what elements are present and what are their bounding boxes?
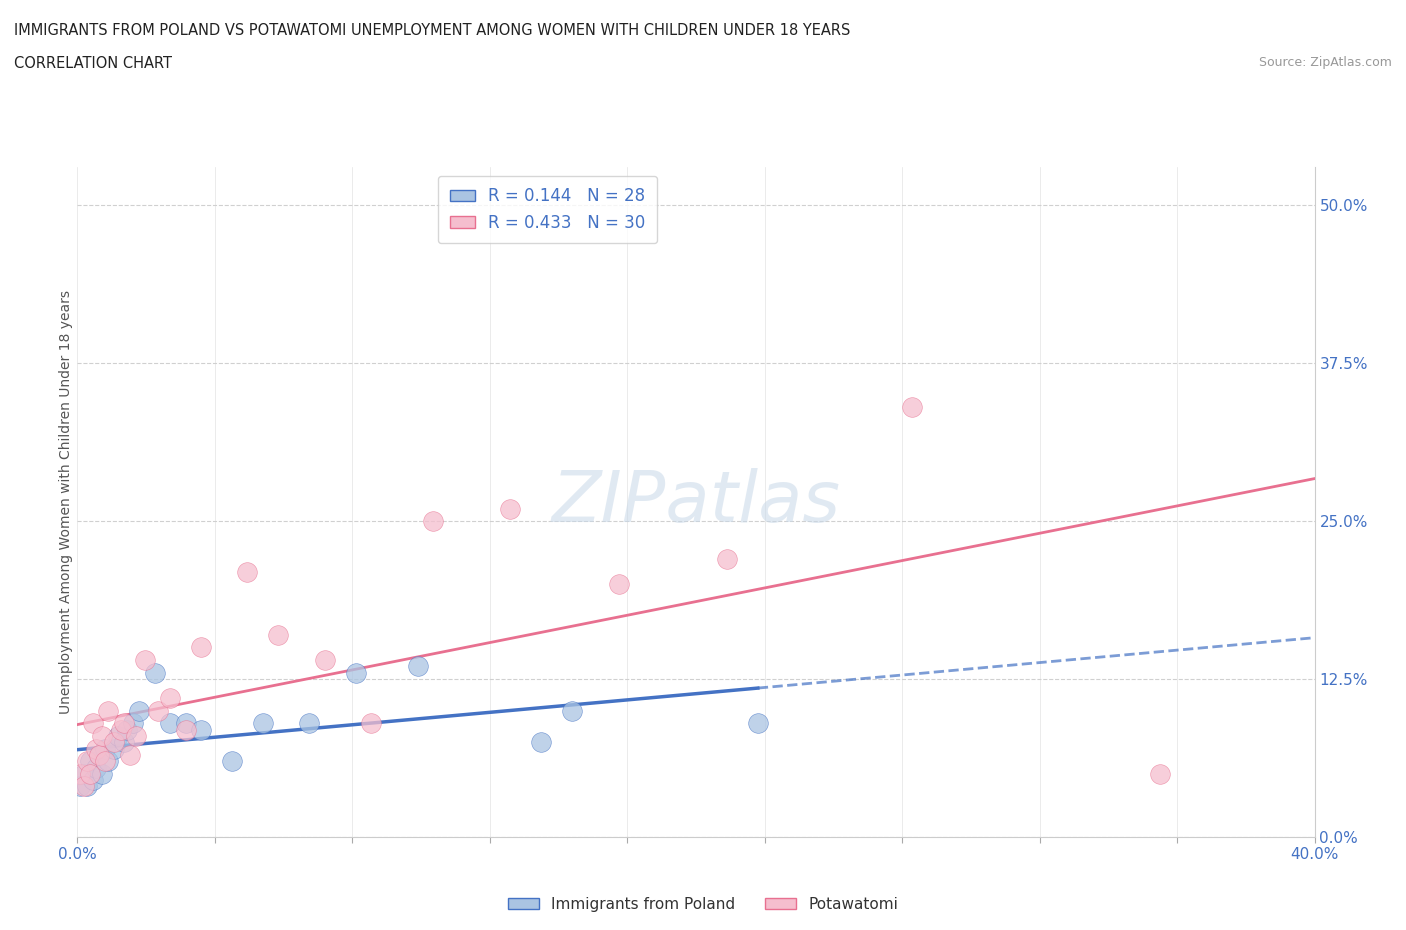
Point xyxy=(118,748,141,763)
Text: CORRELATION CHART: CORRELATION CHART xyxy=(14,56,172,71)
Point xyxy=(115,723,138,737)
Legend: R = 0.144   N = 28, R = 0.433   N = 30: R = 0.144 N = 28, R = 0.433 N = 30 xyxy=(439,176,657,244)
Point xyxy=(97,703,120,718)
Point xyxy=(314,653,336,668)
Point xyxy=(174,723,197,737)
Point xyxy=(76,753,98,768)
Point xyxy=(530,735,553,750)
Point xyxy=(267,628,290,643)
Point xyxy=(84,760,107,775)
Point xyxy=(236,565,259,579)
Text: Source: ZipAtlas.com: Source: ZipAtlas.com xyxy=(1258,56,1392,69)
Point xyxy=(190,723,212,737)
Legend: Immigrants from Poland, Potawatomi: Immigrants from Poland, Potawatomi xyxy=(502,891,904,918)
Point xyxy=(103,735,125,750)
Point xyxy=(91,766,114,781)
Point xyxy=(76,779,98,794)
Point xyxy=(499,501,522,516)
Point xyxy=(901,400,924,415)
Point xyxy=(82,773,104,788)
Point xyxy=(128,703,150,718)
Point xyxy=(252,716,274,731)
Point xyxy=(406,659,429,674)
Point xyxy=(174,716,197,731)
Point xyxy=(79,753,101,768)
Point xyxy=(91,728,114,743)
Point xyxy=(107,728,129,743)
Point xyxy=(79,766,101,781)
Point xyxy=(69,766,91,781)
Point xyxy=(125,728,148,743)
Point xyxy=(607,577,630,591)
Point xyxy=(422,513,444,528)
Point xyxy=(72,779,94,794)
Point xyxy=(97,753,120,768)
Text: ZIPatlas: ZIPatlas xyxy=(551,468,841,537)
Point xyxy=(146,703,169,718)
Y-axis label: Unemployment Among Women with Children Under 18 years: Unemployment Among Women with Children U… xyxy=(59,290,73,714)
Point xyxy=(143,665,166,680)
Point xyxy=(159,691,181,706)
Point xyxy=(747,716,769,731)
Point xyxy=(344,665,367,680)
Point xyxy=(84,741,107,756)
Point xyxy=(561,703,583,718)
Point xyxy=(110,723,132,737)
Point xyxy=(82,716,104,731)
Point xyxy=(87,748,110,763)
Point xyxy=(360,716,382,731)
Point xyxy=(112,735,135,750)
Point xyxy=(221,753,243,768)
Point xyxy=(159,716,181,731)
Point xyxy=(298,716,321,731)
Point xyxy=(716,551,738,566)
Point xyxy=(122,716,145,731)
Point xyxy=(112,716,135,731)
Point xyxy=(69,779,91,794)
Point xyxy=(134,653,156,668)
Point xyxy=(1149,766,1171,781)
Point xyxy=(87,748,110,763)
Point xyxy=(94,741,117,756)
Point xyxy=(103,741,125,756)
Point xyxy=(72,766,94,781)
Point xyxy=(190,640,212,655)
Text: IMMIGRANTS FROM POLAND VS POTAWATOMI UNEMPLOYMENT AMONG WOMEN WITH CHILDREN UNDE: IMMIGRANTS FROM POLAND VS POTAWATOMI UNE… xyxy=(14,23,851,38)
Point xyxy=(94,753,117,768)
